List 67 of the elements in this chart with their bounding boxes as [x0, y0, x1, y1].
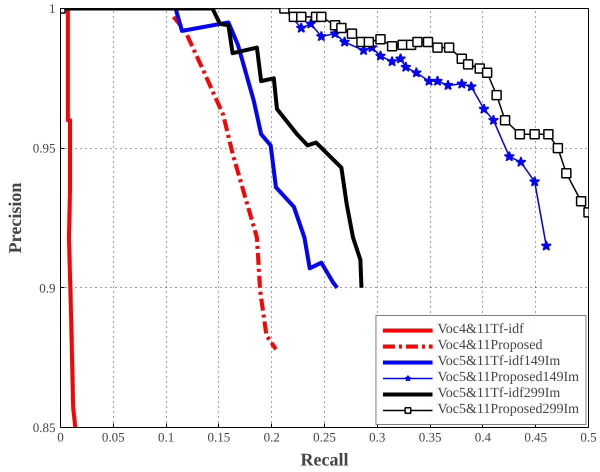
x-tick-label: 0.25	[313, 430, 336, 444]
x-tick-label: 0.1	[158, 430, 174, 444]
point	[444, 42, 454, 53]
point	[374, 50, 386, 61]
y-tick-label: 0.95	[32, 140, 56, 156]
point	[540, 240, 552, 251]
point	[482, 67, 492, 78]
point	[316, 30, 327, 42]
point	[422, 36, 434, 48]
point	[296, 12, 307, 22]
x-tick-label: 0.3	[369, 430, 386, 444]
point	[478, 103, 490, 114]
point	[424, 75, 435, 86]
x-axis-title: Recall	[300, 450, 348, 470]
point	[296, 22, 307, 33]
line-series	[171, 14, 278, 352]
x-tick-label: 0.05	[102, 430, 125, 444]
x-tick-label: 0.15	[208, 430, 230, 444]
point	[515, 156, 526, 167]
line-series	[174, 8, 340, 290]
x-tick-label: 0.5	[580, 430, 597, 444]
point	[488, 114, 499, 126]
point	[432, 42, 443, 53]
point	[529, 128, 540, 140]
point	[375, 34, 386, 44]
x-tick-label: 0.45	[524, 430, 548, 444]
y-tick-label: 0.85	[32, 420, 56, 435]
point	[504, 150, 515, 162]
point	[462, 59, 474, 70]
point	[514, 128, 526, 140]
point	[561, 168, 572, 179]
line-series	[66, 8, 78, 428]
x-tick-label: 0.4	[474, 430, 492, 444]
point	[386, 56, 398, 66]
point	[456, 78, 468, 89]
legend-label: Voc4&11Proposed	[437, 338, 542, 354]
point	[305, 18, 316, 29]
point	[529, 176, 540, 186]
point	[339, 36, 350, 47]
x-tick-label: 0.35	[418, 430, 442, 444]
point	[364, 36, 374, 48]
y-tick-label: 0.9	[39, 280, 56, 296]
legend-label: Voc5&11Tf-idf149Im	[437, 354, 560, 370]
point	[410, 66, 422, 78]
point	[543, 128, 554, 140]
point	[442, 80, 454, 90]
point	[412, 36, 423, 48]
point	[395, 53, 406, 64]
point	[500, 114, 510, 126]
point	[386, 40, 398, 52]
x-tick-label: 0.2	[264, 430, 280, 444]
legend-label: Voc5&11Proposed149Im	[437, 370, 579, 386]
point	[400, 61, 412, 72]
point	[576, 196, 586, 206]
y-tick-label: 1	[49, 1, 56, 16]
legend-label: Voc5&11Tf-idf299Im	[437, 386, 560, 402]
point	[491, 90, 502, 100]
point	[346, 28, 358, 39]
legend-label: Voc5&11Proposed299Im	[437, 402, 579, 418]
point	[316, 12, 327, 22]
point	[336, 22, 347, 34]
point	[466, 80, 477, 92]
legend-label: Voc4&11Tf-idf	[437, 322, 524, 338]
y-axis-title: Precision	[4, 182, 25, 254]
point	[552, 142, 564, 154]
x-tick-label: 0	[57, 430, 64, 444]
point	[432, 75, 443, 86]
